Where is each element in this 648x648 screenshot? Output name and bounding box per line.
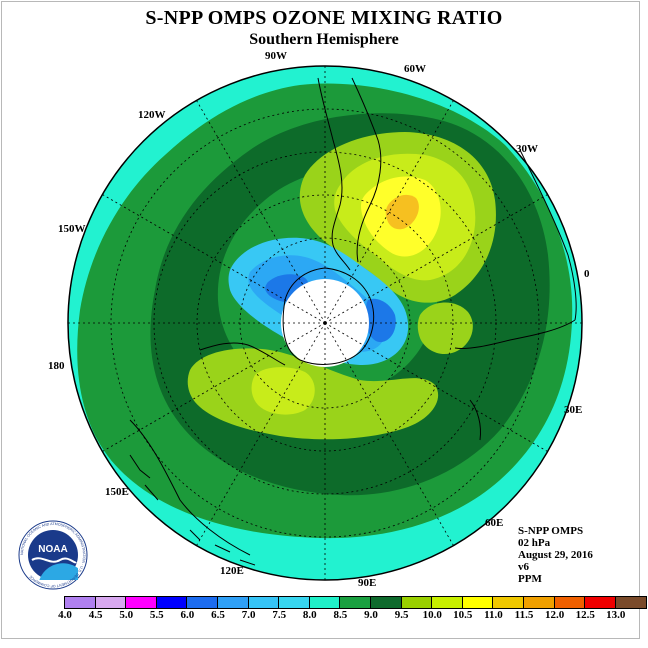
lon-label-120w: 120W [138,109,166,121]
colorbar-swatch [432,597,463,608]
colorbar-tick-label: 6.5 [211,609,225,621]
colorbar-tick-label: 9.5 [394,609,409,621]
colorbar-tick-label: 6.0 [180,609,195,621]
colorbar-swatch [585,597,616,608]
image-frame [1,1,640,639]
field-yellow-green-south [251,367,315,415]
info-date: August 29, 2016 [518,549,593,561]
antarctica-coast [282,267,375,365]
coastlines [129,77,577,566]
latitude-circle-2 [196,194,454,452]
africa-coast [519,149,577,321]
graticule [68,66,582,580]
colorbar-swatch [523,597,555,608]
colorbar-swatch [554,597,586,608]
colorbar-swatch [156,597,188,608]
noaa-logo-text: NOAA [38,544,67,555]
lon-label-90e: 90E [358,577,377,589]
south-america-east-coast [351,77,382,263]
colorbar-tick-label: 4.5 [88,609,103,621]
colorbar-swatch [340,597,371,608]
indonesia-islands [189,529,256,566]
colorbar-tick-label: 8.0 [302,609,317,621]
new-zealand [129,454,159,501]
colorbar-swatch [370,597,402,608]
australia-coast [129,419,251,556]
africa-south-coast [454,319,576,349]
colorbar-tick-label: 10.5 [453,609,473,621]
colorbar-swatch [462,597,494,608]
field-orange-north [385,194,419,230]
colorbar-tick-label: 11.5 [514,609,534,621]
map-title: S-NPP OMPS OZONE MIXING RATIO [145,7,503,29]
lon-label-120e: 120E [220,565,244,577]
colorbar-tick-label: 8.5 [333,609,348,621]
colorbar [64,596,648,609]
lon-label-150w: 150W [58,223,86,235]
colorbar-tick-label: 7.0 [241,609,256,621]
product-info: S-NPP OMPS 02 hPa August 29, 2016 v6 PPM [518,525,593,585]
colorbar-swatch [401,597,433,608]
map-subtitle: Southern Hemisphere [249,31,399,48]
colorbar-swatch [65,597,96,608]
noaa-logo: NOAA NATIONAL OCEANIC AND ATMOSPHERIC AD… [18,520,88,590]
madagascar [469,399,481,441]
south-pole-marker [323,321,327,325]
lon-label-0: 0 [584,268,590,280]
colorbar-tick-label: 13.0 [606,609,626,621]
lon-label-180: 180 [48,360,65,372]
colorbar-swatch [615,597,647,608]
australia-north [199,342,286,366]
colorbar-tick-label: 7.5 [272,609,287,621]
colorbar-swatch [95,597,127,608]
lon-label-60w: 60W [404,63,426,75]
field-light-green-east [417,302,473,355]
colorbar-swatch [309,597,341,608]
info-level: 02 hPa [518,537,551,549]
info-version: v6 [518,561,529,573]
colorbar-swatch [217,597,249,608]
colorbar-tick-label: 12.5 [575,609,595,621]
colorbar-tick-label: 12.0 [544,609,565,621]
lon-label-60e: 60E [485,517,504,529]
colorbar-tick-label: 11.0 [484,609,503,621]
info-product: S-NPP OMPS [518,525,584,537]
colorbar-swatch [126,597,157,608]
latitude-circle-4 [110,108,540,538]
lon-label-90w: 90W [265,50,287,62]
colorbar-swatch [493,597,524,608]
colorbar-tick-label: 4.0 [58,609,72,621]
lon-label-30e: 30E [564,404,583,416]
colorbar-swatch [187,597,218,608]
info-units: PPM [518,573,542,585]
lon-label-150e: 150E [105,486,129,498]
lon-label-30w: 30W [516,143,538,155]
colorbar-swatch [248,597,280,608]
colorbar-swatch [279,597,310,608]
colorbar-tick-label: 5.5 [149,609,164,621]
colorbar-tick-label: 10.0 [422,609,442,621]
colorbar-tick-label: 9.0 [364,609,378,621]
colorbar-tick-label: 5.0 [119,609,134,621]
map-boundary-circle [67,65,583,581]
south-america-coast [317,77,351,271]
